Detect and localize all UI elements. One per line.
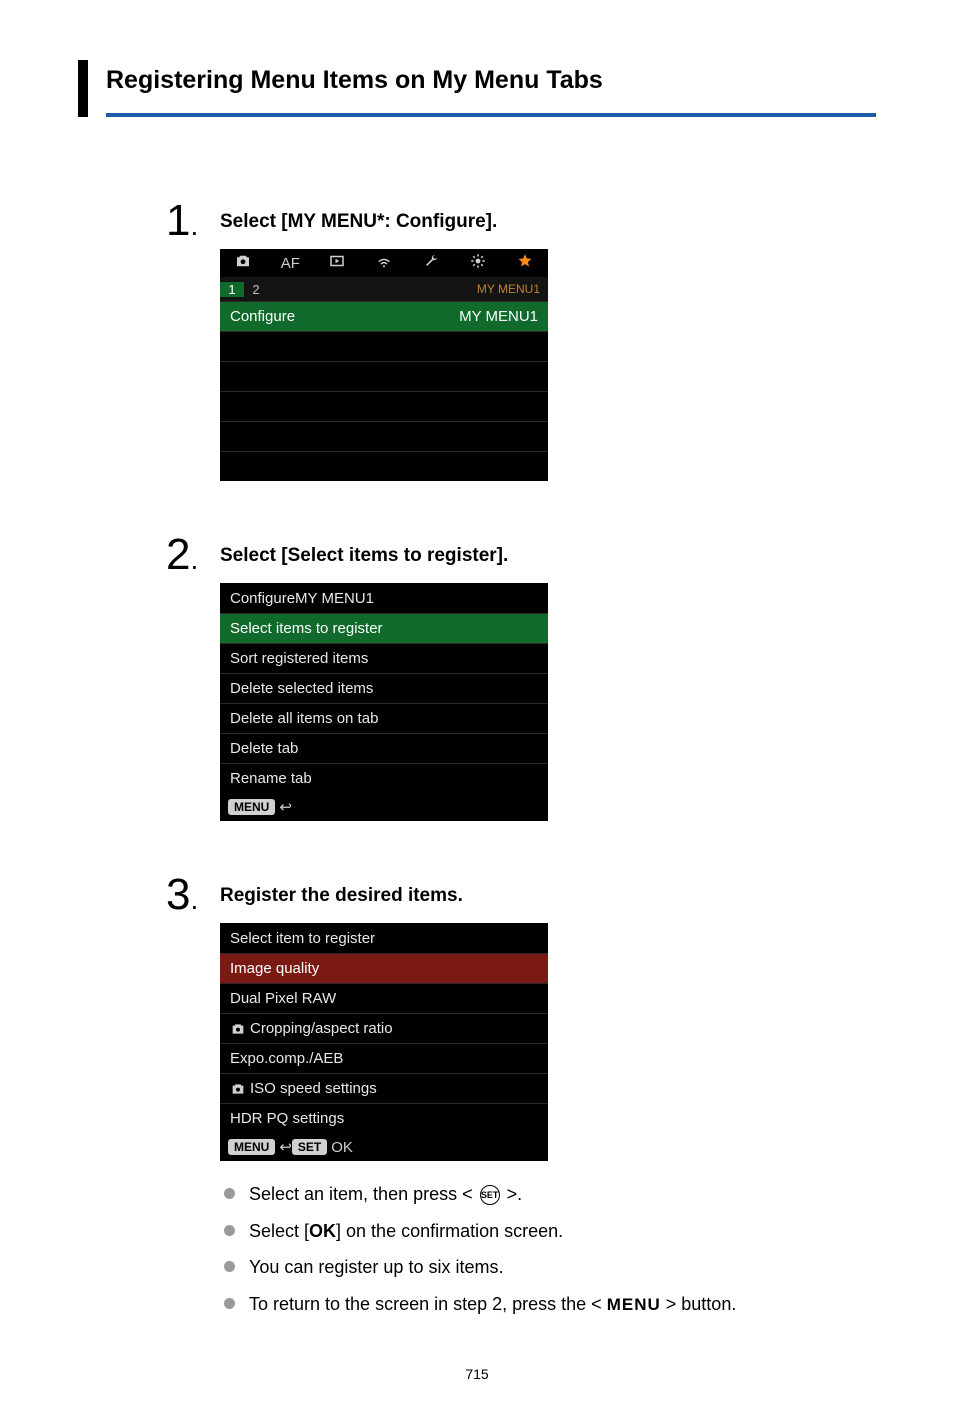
- menu-back-chip: MENU: [228, 1139, 275, 1155]
- menu-row-empty: [220, 361, 548, 391]
- menu-row: Dual Pixel RAW: [220, 983, 548, 1013]
- menu-row: Select items to register: [220, 613, 548, 643]
- step-3: 3. Register the desired items. Select it…: [166, 871, 876, 1326]
- menu-row: Image quality: [220, 953, 548, 983]
- section-header: Registering Menu Items on My Menu Tabs: [78, 60, 876, 117]
- list-item: Select [OK] on the confirmation screen.: [220, 1216, 876, 1247]
- menu-word-icon: MENU: [607, 1295, 661, 1314]
- ok-text: OK: [331, 1139, 353, 1156]
- step-1: 1. Select [MY MENU*: Configure]. AF: [166, 197, 876, 481]
- menu-row-empty: [220, 451, 548, 481]
- camera-tab-icon: [220, 252, 267, 274]
- menu-back-chip: MENU: [228, 799, 275, 815]
- step-heading: Register the desired items.: [220, 885, 876, 907]
- menu-row: Sort registered items: [220, 643, 548, 673]
- set-chip: SET: [292, 1139, 327, 1155]
- panel-footer: MENU ↩ SET OK: [220, 1133, 548, 1161]
- row-label: Configure: [230, 308, 295, 325]
- list-item: To return to the screen in step 2, press…: [220, 1289, 876, 1320]
- af-tab: AF: [267, 255, 314, 272]
- menu-row: Delete selected items: [220, 673, 548, 703]
- step-number: 2.: [166, 531, 220, 577]
- list-item: You can register up to six items.: [220, 1252, 876, 1283]
- subtab-page: 1: [220, 282, 244, 297]
- bullet-icon: [224, 1261, 235, 1272]
- title-vertical-bar: [78, 60, 88, 117]
- menu-row-empty: [220, 331, 548, 361]
- menu-row: Delete tab: [220, 733, 548, 763]
- menu-row-empty: [220, 391, 548, 421]
- step-bullet-list: Select an item, then press < SET >. Sele…: [220, 1179, 876, 1320]
- star-tab-icon: [501, 252, 548, 274]
- camera-menu-screenshot-3: Select item to register Image quality Du…: [220, 923, 548, 1161]
- list-item: Select an item, then press < SET >.: [220, 1179, 876, 1210]
- step-number: 3.: [166, 871, 220, 917]
- wrench-tab-icon: [407, 252, 454, 274]
- header-left: Select item to register: [230, 930, 375, 947]
- menu-row-empty: [220, 421, 548, 451]
- bullet-icon: [224, 1225, 235, 1236]
- camera-menu-screenshot-1: AF: [220, 249, 548, 481]
- return-icon: ↩: [279, 798, 292, 816]
- step-number: 1.: [166, 197, 220, 243]
- menu-row: HDR PQ settings: [220, 1103, 548, 1133]
- subtab-label: MY MENU1: [477, 282, 548, 296]
- row-value: MY MENU1: [459, 308, 538, 325]
- camera-icon: [230, 1081, 246, 1097]
- step-heading: Select [Select items to register].: [220, 545, 876, 567]
- title-underline: [106, 113, 876, 117]
- header-left: Configure: [230, 590, 295, 607]
- panel-footer: MENU ↩: [220, 793, 548, 821]
- gear-tab-icon: [454, 252, 501, 274]
- play-tab-icon: [314, 252, 361, 274]
- menu-row: Rename tab: [220, 763, 548, 793]
- camera-top-tabs: AF: [220, 249, 548, 277]
- menu-row-configure: Configure MY MENU1: [220, 301, 548, 331]
- step-2: 2. Select [Select items to register]. Co…: [166, 531, 876, 821]
- menu-row: Expo.comp./AEB: [220, 1043, 548, 1073]
- page-number: 715: [78, 1366, 876, 1382]
- menu-row: ISO speed settings: [220, 1073, 548, 1103]
- step-heading: Select [MY MENU*: Configure].: [220, 211, 876, 233]
- camera-menu-screenshot-2: Configure MY MENU1 Select items to regis…: [220, 583, 548, 821]
- bullet-icon: [224, 1298, 235, 1309]
- return-icon: ↩: [279, 1138, 292, 1156]
- set-button-icon: SET: [480, 1185, 500, 1205]
- camera-subtab-bar: 1 2 MY MENU1: [220, 277, 548, 301]
- menu-row: Delete all items on tab: [220, 703, 548, 733]
- header-right: MY MENU1: [295, 590, 374, 607]
- section-title: Registering Menu Items on My Menu Tabs: [106, 60, 876, 105]
- panel-header: Select item to register: [220, 923, 548, 953]
- panel-header: Configure MY MENU1: [220, 583, 548, 613]
- bullet-icon: [224, 1188, 235, 1199]
- subtab-page: 2: [244, 282, 268, 297]
- wifi-tab-icon: [361, 252, 408, 274]
- menu-row: Cropping/aspect ratio: [220, 1013, 548, 1043]
- camera-icon: [230, 1021, 246, 1037]
